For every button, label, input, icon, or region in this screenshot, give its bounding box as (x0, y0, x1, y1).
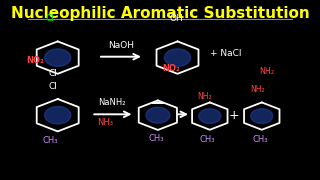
Text: NaNH₂: NaNH₂ (99, 98, 126, 107)
Text: NaOH: NaOH (108, 41, 134, 50)
Text: CH₃: CH₃ (148, 134, 164, 143)
Text: CH₃: CH₃ (200, 135, 215, 144)
Text: OH: OH (170, 14, 184, 23)
Text: NH₂: NH₂ (250, 85, 265, 94)
Text: Cl: Cl (48, 69, 57, 78)
Text: Cl: Cl (45, 14, 54, 23)
Polygon shape (146, 107, 170, 123)
Polygon shape (164, 49, 191, 66)
Text: Nucleophilic Aromatic Substitution: Nucleophilic Aromatic Substitution (11, 6, 309, 21)
Text: NH₂: NH₂ (198, 92, 212, 101)
Text: CH₃: CH₃ (42, 136, 58, 145)
Text: Cl: Cl (48, 82, 57, 91)
Text: +: + (228, 109, 239, 122)
Text: NH₃: NH₃ (98, 118, 114, 127)
Text: NO₂: NO₂ (163, 64, 180, 73)
Text: CH₃: CH₃ (252, 135, 268, 144)
Polygon shape (251, 109, 273, 123)
Polygon shape (44, 49, 71, 66)
Polygon shape (44, 106, 71, 124)
Text: NO₂: NO₂ (27, 56, 44, 65)
Polygon shape (199, 109, 221, 123)
Text: + NaCl: + NaCl (210, 49, 241, 58)
Text: NH₂: NH₂ (259, 67, 274, 76)
